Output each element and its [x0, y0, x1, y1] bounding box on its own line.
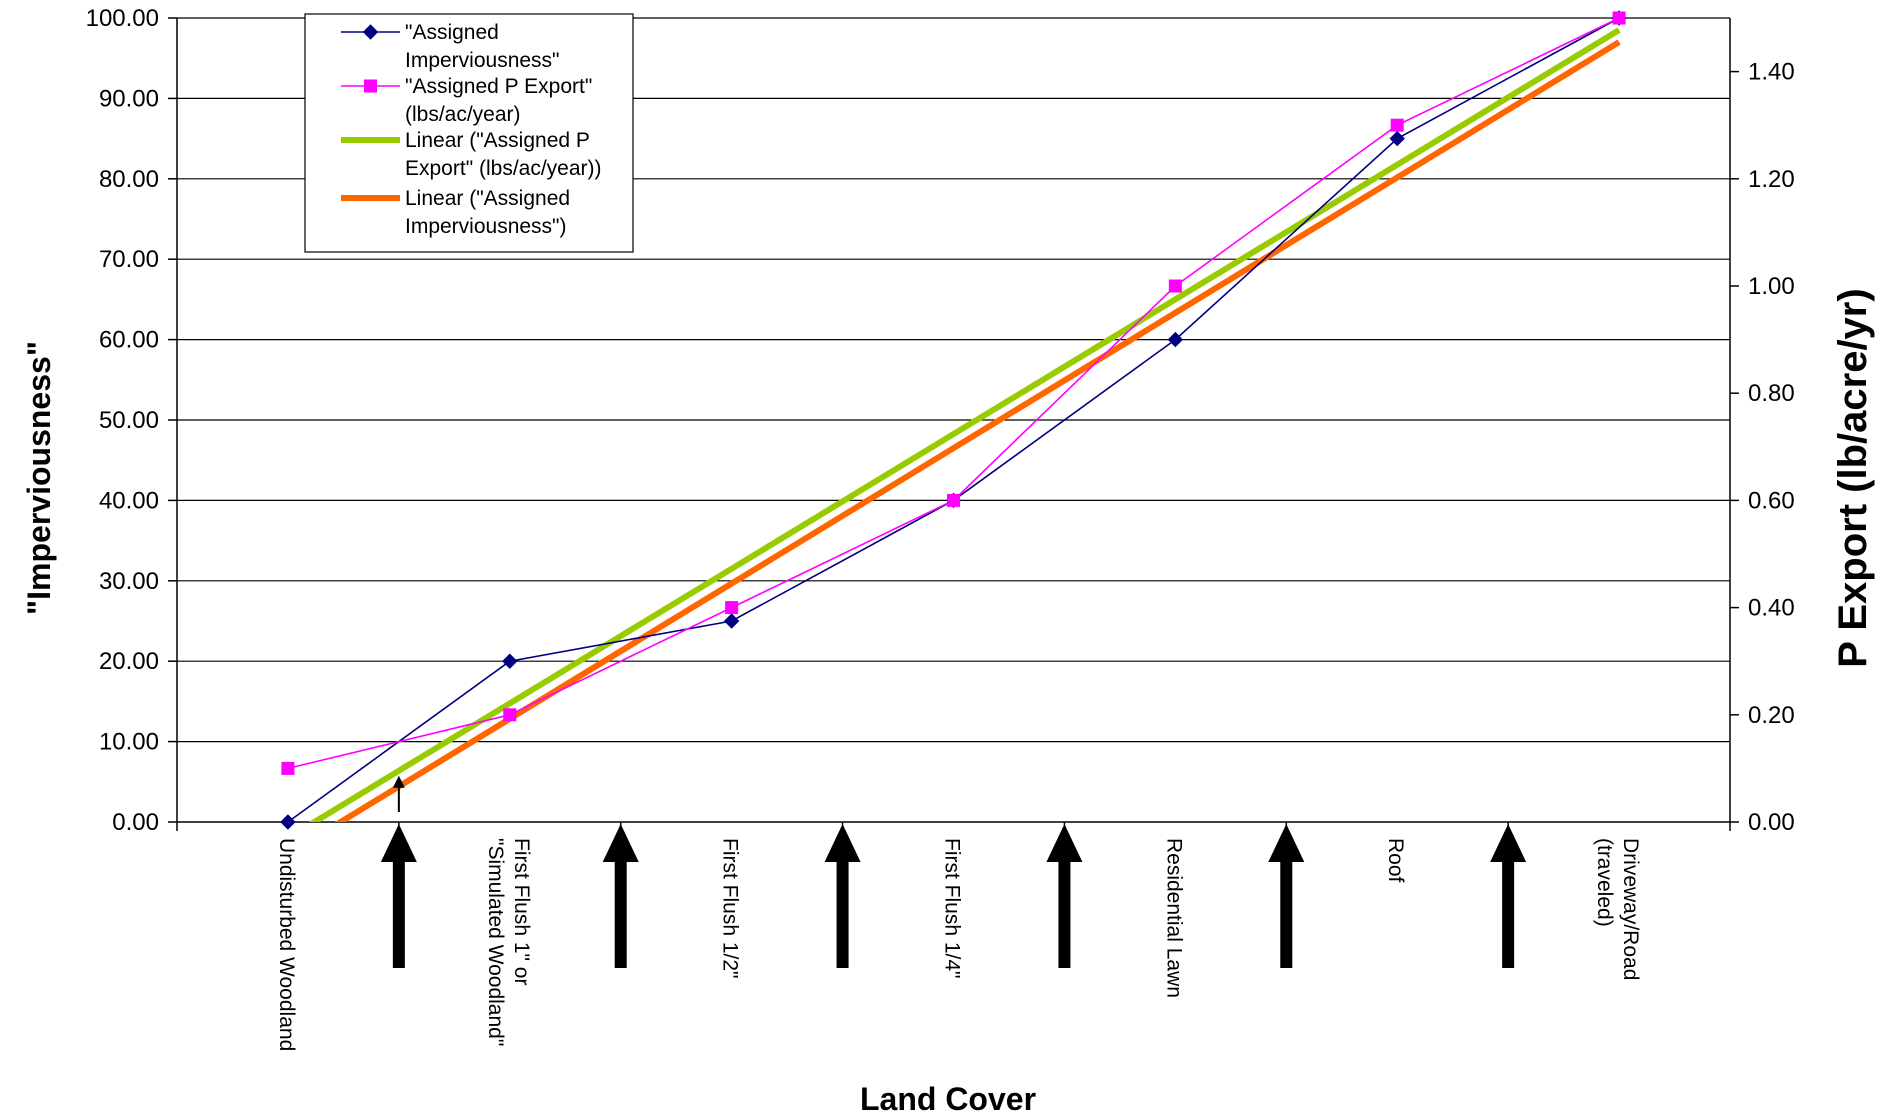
data-point [281, 761, 295, 775]
y-left-tick-label: 30.00 [99, 568, 159, 595]
category-label: Driveway/Road [1619, 838, 1642, 980]
y-right-tick-label: 1.40 [1748, 59, 1795, 86]
arrow-head [602, 824, 639, 862]
arrow-shaft [614, 856, 627, 968]
category-label: (traveled) [1593, 838, 1616, 927]
data-point [947, 493, 960, 507]
y-left-tick-label: 60.00 [99, 327, 159, 354]
y-axis-title-left: "Imperviousness" [21, 341, 57, 615]
category-label: Roof [1384, 838, 1407, 883]
legend-label: Linear ("Assigned P [405, 129, 590, 152]
category-label: Undisturbed Woodland [275, 838, 298, 1051]
legend-box [304, 13, 634, 253]
arrow-shaft [1502, 856, 1515, 968]
labels: 0.00 10.00 20.00 30.00 40.00 50.00 60.00 70.00 8… [86, 5, 1795, 1051]
legend-label: "Assigned [405, 21, 499, 44]
data-point [502, 653, 518, 669]
arrow-shaft [1280, 856, 1293, 968]
series-lines [280, 10, 1627, 830]
y-left-tick-label: 100.00 [86, 5, 159, 32]
trendline [308, 27, 1621, 822]
small-arrow-head [392, 775, 405, 788]
legend-label: "Assigned P Export" [405, 75, 592, 98]
arrow-head [1490, 824, 1527, 862]
arrows [380, 775, 1527, 968]
legend-label: Export" (lbs/ac/year)) [405, 157, 602, 180]
y-left-tick-label: 10.00 [99, 729, 159, 756]
legend-label: (lbs/ac/year) [405, 103, 521, 126]
category-label: Residential Lawn [1162, 838, 1185, 998]
arrow-head [1268, 824, 1305, 862]
data-point [1168, 279, 1182, 293]
data-point [1167, 331, 1184, 348]
legend-label: Imperviousness") [405, 215, 567, 238]
data-point [723, 613, 740, 629]
data-point [503, 708, 517, 722]
category-label: "Simulated Woodland" [484, 838, 507, 1046]
category-label: First Flush 1/2" [719, 838, 742, 979]
category-label: First Flush 1/4" [941, 838, 964, 979]
data-point [1612, 11, 1626, 25]
y-left-tick-label: 50.00 [99, 407, 159, 434]
data-point [280, 814, 296, 830]
data-point [1389, 130, 1405, 147]
y-right-tick-label: 0.20 [1748, 702, 1795, 729]
y-left-tick-label: 40.00 [99, 487, 159, 514]
y-right-tick-label: 0.60 [1748, 487, 1795, 514]
arrow-head [1046, 824, 1083, 862]
data-point [725, 601, 739, 615]
data-point [1390, 118, 1404, 132]
y-right-tick-label: 1.00 [1748, 273, 1795, 300]
y-right-tick-label: 0.40 [1748, 595, 1795, 622]
y-left-tick-label: 20.00 [99, 648, 159, 675]
x-axis-title: Land Cover [860, 1081, 1036, 1117]
y-left-tick-label: 90.00 [99, 85, 159, 112]
gridlines [177, 17, 1730, 743]
y-left-tick-label: 80.00 [99, 166, 159, 193]
legend-label: Imperviousness" [405, 49, 560, 72]
arrow-head [824, 824, 861, 862]
y-axis-title-right: P Export (lb/acre/yr) [1831, 288, 1875, 667]
arrow-head [380, 824, 417, 862]
arrow-shaft [1058, 856, 1071, 968]
y-left-tick-label: 70.00 [99, 246, 159, 273]
legend-label: Linear ("Assigned [405, 187, 570, 210]
y-right-tick-label: 1.20 [1748, 166, 1795, 193]
legend: "Assigned Imperviousness" "Assigned P Expo… [304, 13, 634, 253]
y-right-tick-label: 0.00 [1748, 809, 1795, 836]
y-right-tick-label: 0.80 [1748, 380, 1795, 407]
legend-marker [364, 79, 377, 93]
category-label: First Flush 1" or [510, 838, 533, 985]
arrow-shaft [392, 856, 405, 968]
arrow-shaft [836, 856, 849, 968]
y-left-tick-label: 0.00 [112, 809, 159, 836]
legend-marker [362, 24, 379, 40]
